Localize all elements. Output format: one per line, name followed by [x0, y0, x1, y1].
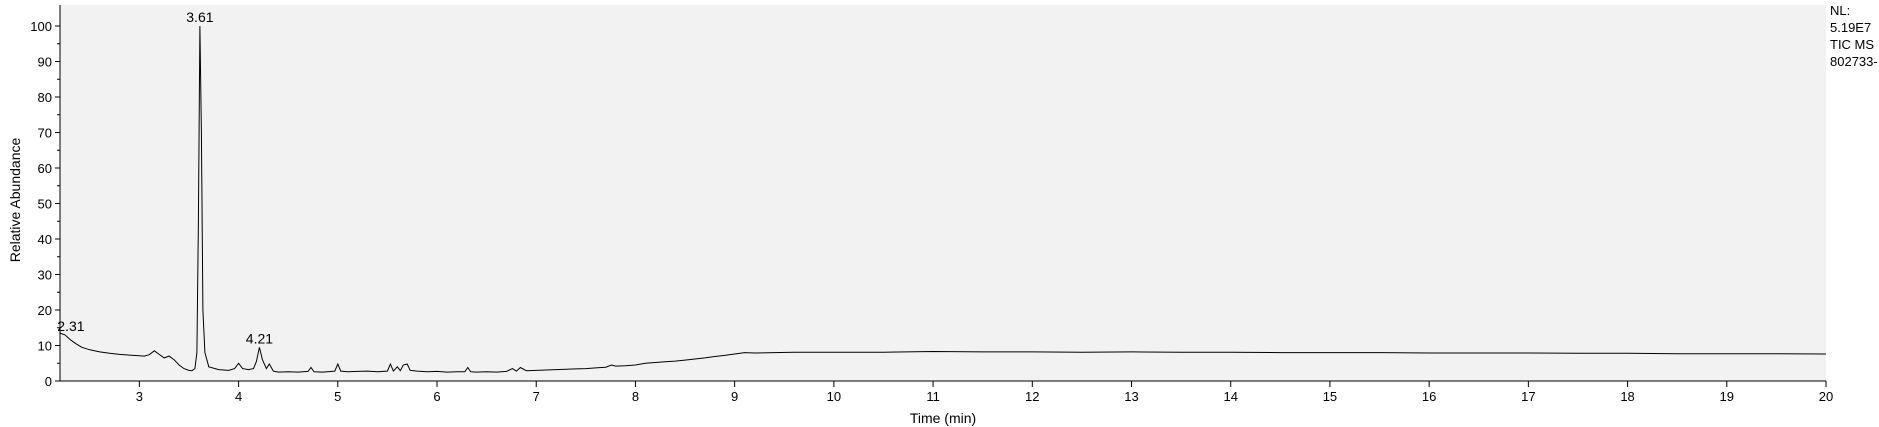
y-tick-label: 40 — [38, 232, 52, 247]
x-tick-label: 18 — [1620, 389, 1634, 404]
nl-value: 5.19E7 — [1830, 20, 1872, 35]
x-tick-label: 20 — [1819, 389, 1833, 404]
nl-label: NL: — [1830, 3, 1851, 18]
y-tick-label: 20 — [38, 303, 52, 318]
peak-label: 4.21 — [246, 330, 273, 346]
y-tick-label: 80 — [38, 90, 52, 105]
x-tick-label: 13 — [1124, 389, 1138, 404]
x-axis-title: Time (min) — [910, 410, 976, 426]
y-tick-label: 100 — [30, 19, 52, 34]
info-panel: NL: 5.19E7 TIC MS 802733- — [1830, 2, 1879, 70]
peak-label: 3.61 — [186, 9, 213, 25]
y-axis-title: Relative Abundance — [7, 138, 23, 263]
y-tick-label: 60 — [38, 161, 52, 176]
x-axis-ticks: 3 4 5 6 7 8 9 10 11 12 13 14 15 16 17 18 19 20 — [136, 381, 1833, 404]
x-tick-label: 6 — [433, 389, 440, 404]
x-tick-label: 9 — [731, 389, 738, 404]
plot-background — [60, 5, 1826, 381]
x-tick-label: 10 — [827, 389, 841, 404]
peak-label: 2.31 — [57, 318, 84, 334]
x-tick-label: 5 — [334, 389, 341, 404]
x-tick-label: 4 — [235, 389, 242, 404]
x-tick-label: 11 — [926, 389, 940, 404]
y-tick-label: 30 — [38, 268, 52, 283]
y-tick-label: 0 — [45, 374, 52, 389]
peak-labels: 2.31 3.61 4.21 — [57, 9, 273, 346]
y-tick-label: 90 — [38, 55, 52, 70]
tic-trace-line — [59, 25, 1827, 373]
x-tick-label: 15 — [1323, 389, 1337, 404]
x-tick-label: 12 — [1025, 389, 1039, 404]
y-axis-ticks: 0 10 20 30 40 50 60 70 80 90 100 — [30, 19, 60, 389]
file-name: 802733- — [1830, 54, 1878, 69]
x-tick-label: 17 — [1521, 389, 1535, 404]
y-tick-label: 70 — [38, 126, 52, 141]
x-tick-label: 3 — [136, 389, 143, 404]
x-tick-label: 8 — [632, 389, 639, 404]
x-tick-label: 14 — [1223, 389, 1237, 404]
x-tick-label: 19 — [1720, 389, 1734, 404]
x-tick-label: 7 — [533, 389, 540, 404]
trace-type: TIC MS — [1830, 37, 1875, 52]
y-tick-label: 50 — [38, 197, 52, 212]
y-tick-label: 10 — [38, 339, 52, 354]
x-tick-label: 16 — [1422, 389, 1436, 404]
